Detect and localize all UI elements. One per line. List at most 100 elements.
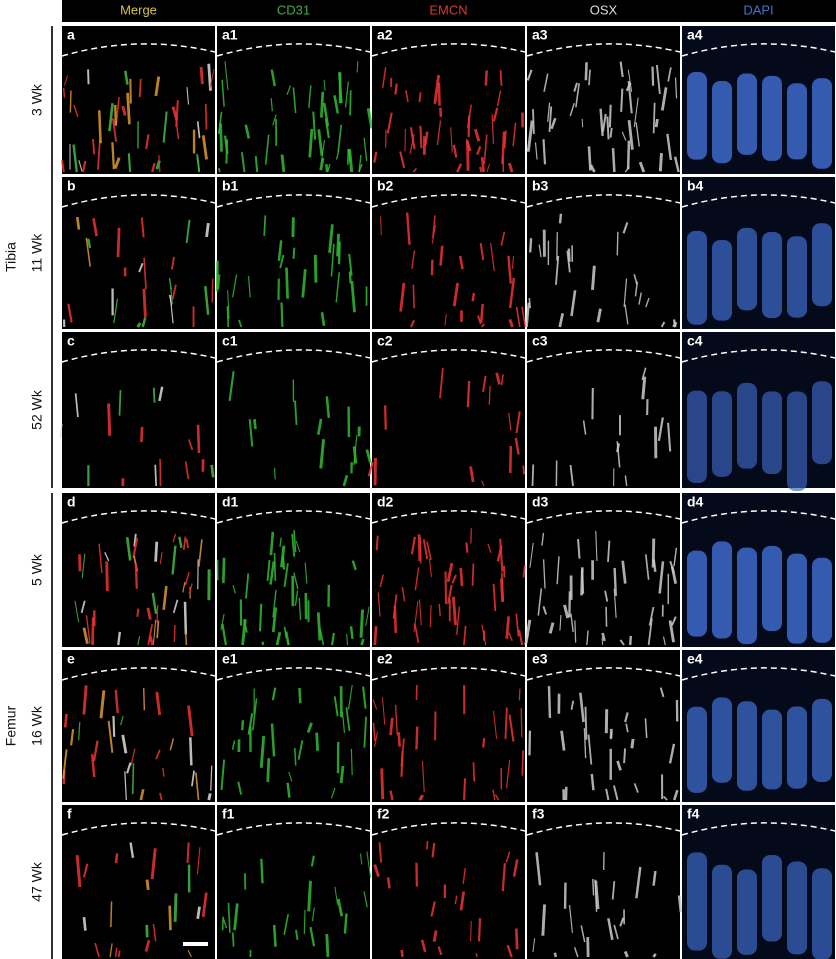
signal-streak: [658, 561, 665, 594]
signal-streak: [601, 113, 607, 132]
signal-streak: [349, 626, 354, 640]
signal-streak: [285, 631, 290, 646]
signal-streak: [325, 164, 329, 173]
panel-background: [217, 805, 370, 959]
signal-streak: [515, 613, 520, 637]
signal-streak: [624, 166, 630, 173]
panel-label: c1: [222, 333, 238, 349]
signal-streak: [275, 631, 282, 646]
signal-streak: [673, 547, 678, 567]
signal-streak: [669, 560, 675, 574]
nuclei-region: [762, 391, 782, 475]
signal-streak: [652, 870, 657, 886]
signal-streak: [405, 90, 409, 103]
nuclei-region: [812, 223, 832, 307]
nuclei-region: [762, 75, 782, 161]
signal-streak: [144, 939, 151, 952]
signal-streak: [431, 224, 437, 244]
signal-streak: [269, 531, 275, 556]
signal-streak: [301, 269, 307, 298]
signal-streak: [146, 607, 152, 620]
signal-streak: [619, 61, 624, 78]
signal-streak: [104, 552, 110, 562]
signal-streak: [113, 298, 119, 324]
signal-streak: [382, 697, 386, 725]
signal-streak: [270, 723, 276, 757]
signal-streak: [82, 685, 88, 715]
signal-streak: [312, 111, 317, 140]
signal-streak: [72, 144, 78, 173]
signal-streak: [673, 156, 680, 173]
column-label: OSX: [590, 2, 618, 17]
signal-streak: [292, 247, 296, 259]
nuclei-region: [687, 390, 707, 484]
panel-background: [372, 493, 525, 647]
signal-streak: [479, 303, 484, 323]
signal-streak: [333, 696, 339, 717]
panel-background: [62, 805, 215, 959]
signal-streak: [175, 100, 179, 127]
image-panel: e1: [216, 650, 371, 802]
signal-streak: [630, 738, 635, 749]
signal-streak: [501, 131, 506, 164]
signal-streak: [162, 111, 168, 143]
signal-streak: [421, 760, 425, 793]
signal-streak: [184, 572, 190, 586]
signal-streak: [426, 841, 429, 850]
signal-streak: [280, 545, 286, 568]
signal-streak: [365, 449, 372, 464]
signal-streak: [518, 688, 521, 701]
signal-streak: [110, 901, 113, 928]
signal-streak: [526, 69, 533, 81]
signal-streak: [121, 105, 127, 116]
signal-streak: [227, 902, 231, 933]
signal-streak: [159, 792, 163, 801]
signal-streak: [263, 215, 267, 236]
signal-streak: [672, 319, 677, 328]
signal-streak: [221, 79, 225, 107]
nuclei-region: [812, 381, 832, 465]
signal-streak: [507, 162, 514, 173]
signal-streak: [114, 853, 119, 864]
nuclei-region: [812, 78, 832, 169]
signal-streak: [191, 770, 195, 787]
nuclei-region: [762, 231, 782, 319]
image-panel: f3: [526, 805, 683, 959]
image-panel: f: [61, 805, 216, 959]
signal-streak: [221, 623, 228, 646]
signal-streak: [162, 767, 165, 777]
signal-streak: [227, 290, 230, 320]
signal-streak: [186, 87, 190, 105]
signal-streak: [201, 135, 208, 160]
signal-streak: [613, 785, 619, 801]
signal-streak: [466, 380, 471, 408]
panel-background: [217, 332, 370, 488]
signal-streak: [373, 626, 378, 646]
signal-streak: [185, 538, 190, 549]
signal-streak: [627, 119, 634, 150]
signal-streak: [607, 918, 614, 941]
signal-streak: [261, 641, 265, 646]
column-label: DAPI: [743, 2, 773, 17]
signal-streak: [172, 533, 177, 543]
signal-streak: [182, 582, 186, 593]
signal-streak: [60, 160, 65, 173]
signal-streak: [411, 250, 416, 269]
signal-streak: [508, 277, 516, 309]
row-label: 16 Wk: [29, 705, 45, 746]
signal-streak: [587, 146, 592, 171]
signal-streak: [217, 274, 221, 290]
signal-streak: [575, 83, 580, 108]
signal-streak: [136, 322, 142, 328]
group-label: Femur: [3, 705, 19, 746]
signal-streak: [283, 913, 289, 935]
signal-streak: [456, 606, 461, 635]
signal-streak: [117, 631, 122, 646]
signal-streak: [87, 238, 92, 249]
nuclei-region: [812, 557, 832, 643]
signal-streak: [320, 91, 325, 118]
signal-streak: [415, 726, 419, 750]
signal-streak: [196, 906, 201, 919]
image-panel: e3: [526, 650, 681, 802]
row-label: 11 Wk: [29, 233, 45, 273]
